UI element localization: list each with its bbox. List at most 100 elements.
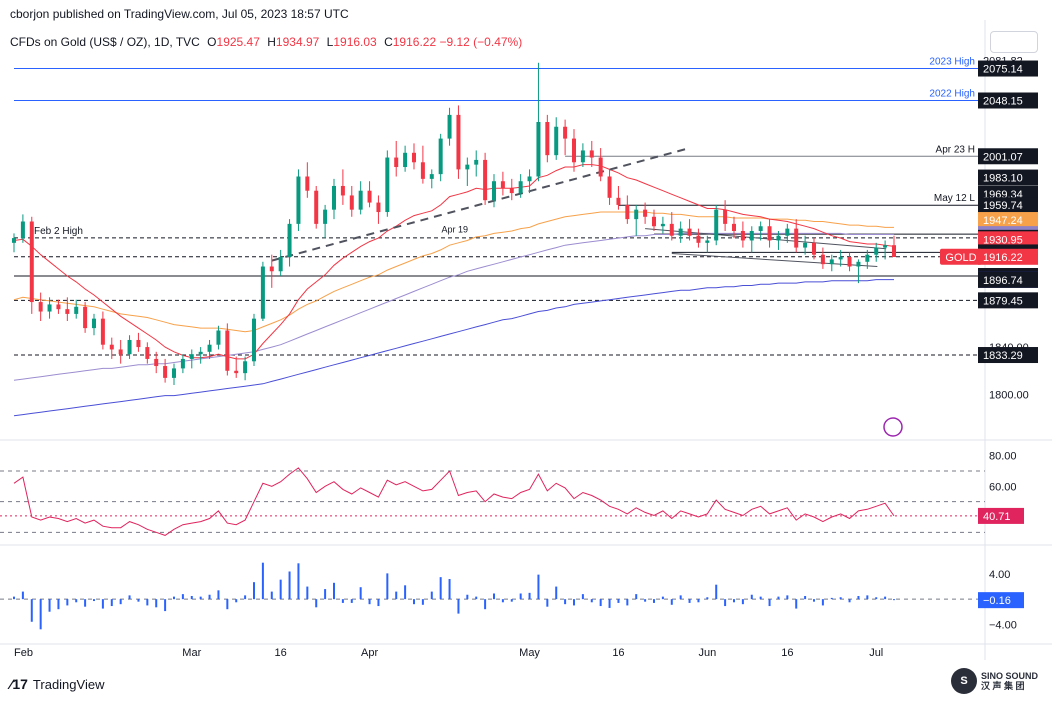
histogram-bar [750, 594, 753, 600]
x-tick-label: 16 [781, 647, 793, 659]
candle-body [154, 358, 159, 367]
histogram-bar [101, 599, 104, 609]
histogram-bar [439, 577, 442, 600]
candle-body [305, 176, 310, 191]
price-tag [978, 347, 1038, 364]
annotation-label: Apr 19 [442, 224, 469, 234]
histogram-bar [57, 599, 60, 610]
histogram-bar [821, 599, 824, 606]
histogram-bar [288, 571, 291, 600]
price-tag-label: 1983.10 [983, 173, 1023, 185]
price-tag [978, 92, 1038, 109]
candle-body [20, 221, 25, 239]
candle-body [56, 304, 61, 310]
candle-body [616, 197, 621, 205]
histogram-bar [164, 599, 167, 612]
candle-body [198, 351, 203, 355]
ema-20-line [13, 164, 895, 360]
candle-body [225, 330, 230, 371]
histogram-bar [128, 595, 131, 600]
x-tick-label: Jun [698, 647, 716, 659]
histogram-bar [688, 599, 691, 603]
histogram-bar [857, 596, 860, 600]
candle-body [634, 209, 639, 220]
histogram-bar [270, 591, 273, 600]
level-label: Apr 23 H [936, 144, 975, 155]
price-tag-label: 2001.07 [983, 151, 1023, 163]
histogram-bar [537, 574, 540, 600]
price-tag-label: 2048.15 [983, 95, 1023, 107]
candle-body [172, 368, 176, 378]
histogram-bar [599, 599, 602, 607]
tradingview-logo-icon: ⁄17 [10, 676, 28, 692]
price-scale-settings-button[interactable] [990, 31, 1038, 53]
histogram-bar [653, 599, 655, 603]
price-tag-label: 2075.14 [983, 64, 1023, 76]
ema-50-line [13, 211, 894, 333]
histogram-bar [848, 599, 851, 603]
symbol-description[interactable]: CFDs on Gold (US$ / OZ), 1D, TVC [10, 35, 200, 49]
candle-body [474, 159, 479, 165]
candle-body [216, 330, 221, 345]
candle-body [349, 195, 354, 210]
x-tick-label: 16 [275, 647, 287, 659]
close-value: 1916.22 [392, 35, 437, 49]
triangle-lower-line [671, 252, 878, 268]
candle-body [12, 238, 16, 243]
histogram-bar [493, 593, 495, 600]
candle-body [865, 254, 870, 262]
high-label: H [267, 35, 276, 49]
histogram-bar [21, 591, 24, 600]
candle-body [696, 235, 701, 243]
watermark: S SINO SOUND 汉 声 集 团 [951, 668, 1038, 694]
histogram-bar [226, 599, 229, 610]
candle-body [812, 242, 816, 255]
candle-body [687, 228, 692, 236]
candle-body [483, 159, 488, 201]
histogram-bar [884, 596, 887, 600]
candle-body [883, 245, 888, 248]
histogram-bar [93, 599, 95, 602]
symbol-tag [940, 248, 982, 265]
candle-body [314, 190, 319, 224]
candle-body [492, 181, 496, 201]
tradingview-brand[interactable]: ⁄17 TradingView [10, 676, 104, 692]
histogram-bar [448, 579, 451, 600]
price-tag-label: 1959.74 [983, 200, 1023, 212]
triangle-upper-line [645, 228, 887, 250]
histogram-bar [386, 573, 389, 600]
rsi-tick-label: 60.00 [989, 481, 1017, 493]
histogram-bar [155, 599, 158, 608]
ohlc-legend: CFDs on Gold (US$ / OZ), 1D, TVC O1925.4… [10, 35, 522, 49]
histogram-bar [235, 599, 238, 603]
candle-body [332, 185, 336, 210]
histogram-bar [768, 599, 771, 607]
histogram-bar [564, 599, 567, 605]
candle-body [838, 257, 843, 260]
low-value: 1916.03 [333, 35, 377, 49]
candle-body [749, 230, 754, 241]
histogram-bar [413, 599, 415, 605]
histogram-bar [715, 584, 718, 600]
histogram-bar [679, 595, 682, 600]
rsi-current-label: 40.71 [983, 511, 1011, 523]
y-tick-label: 1840.00 [989, 342, 1029, 354]
candle-body [109, 344, 114, 350]
histogram-current-label: −0.16 [983, 595, 1011, 607]
histogram-bar [875, 597, 878, 600]
candle-body [260, 266, 265, 319]
histogram-bar [893, 599, 895, 601]
candle-body [207, 344, 212, 352]
histogram-bar [839, 597, 842, 600]
candle-body [705, 240, 710, 243]
candle-body [518, 181, 523, 194]
trendline [271, 147, 690, 262]
histogram-bar [377, 599, 380, 607]
candle-body [180, 358, 185, 369]
candle-body [100, 318, 105, 345]
candle-body [607, 176, 612, 198]
candle-body [500, 181, 505, 189]
candle-body [660, 223, 665, 227]
histogram-current-tag [978, 592, 1024, 609]
